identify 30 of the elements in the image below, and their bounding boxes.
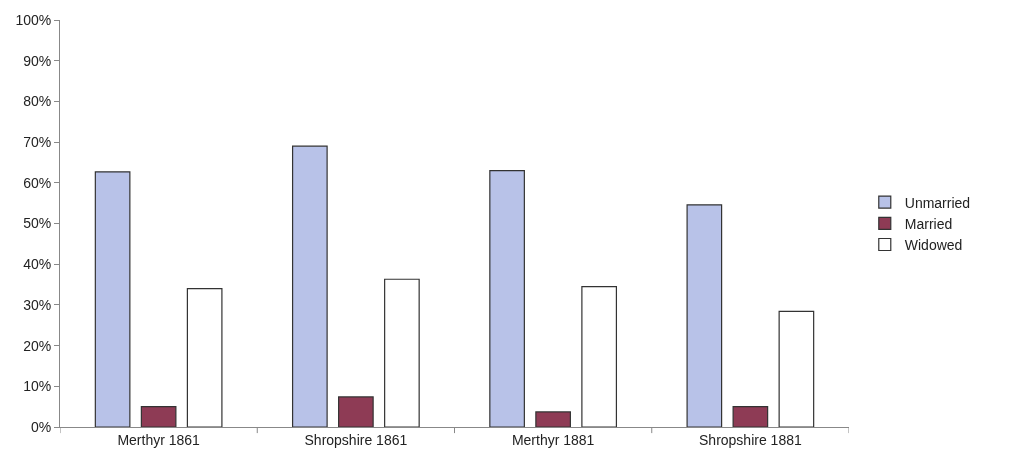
y-tick-label: 0%: [30, 418, 52, 435]
y-tick-label: 30%: [23, 296, 52, 313]
bar: [581, 285, 618, 427]
bar: [686, 204, 723, 427]
bar: [338, 396, 374, 427]
bar: [384, 278, 420, 427]
bar: [535, 411, 571, 427]
y-tick-label: 90%: [23, 52, 52, 69]
y-tick-label: 20%: [23, 337, 52, 354]
x-tick-label: Shropshire 1881: [699, 431, 802, 448]
y-tick-label: 80%: [23, 93, 52, 110]
bar: [732, 406, 769, 427]
bar: [778, 310, 815, 427]
legend-label: Unmarried: [904, 194, 971, 211]
y-tick-label: 10%: [23, 378, 52, 395]
legend-label: Married: [904, 215, 953, 232]
y-tick-label: 60%: [23, 174, 52, 191]
bar: [186, 288, 223, 427]
x-tick-label: Merthyr 1881: [511, 431, 595, 448]
bar: [489, 169, 525, 427]
y-tick-label: 70%: [23, 134, 52, 150]
bar: [94, 171, 131, 427]
y-tick-label: 40%: [23, 256, 52, 273]
legend-label: Widowed: [904, 236, 963, 253]
bar: [140, 406, 177, 427]
bar: [291, 145, 328, 427]
x-tick-label: Shropshire 1861: [304, 431, 408, 448]
x-tick-label: Merthyr 1861: [117, 431, 201, 448]
y-tick-label: 50%: [23, 215, 52, 232]
y-tick-label: 100%: [15, 11, 52, 28]
